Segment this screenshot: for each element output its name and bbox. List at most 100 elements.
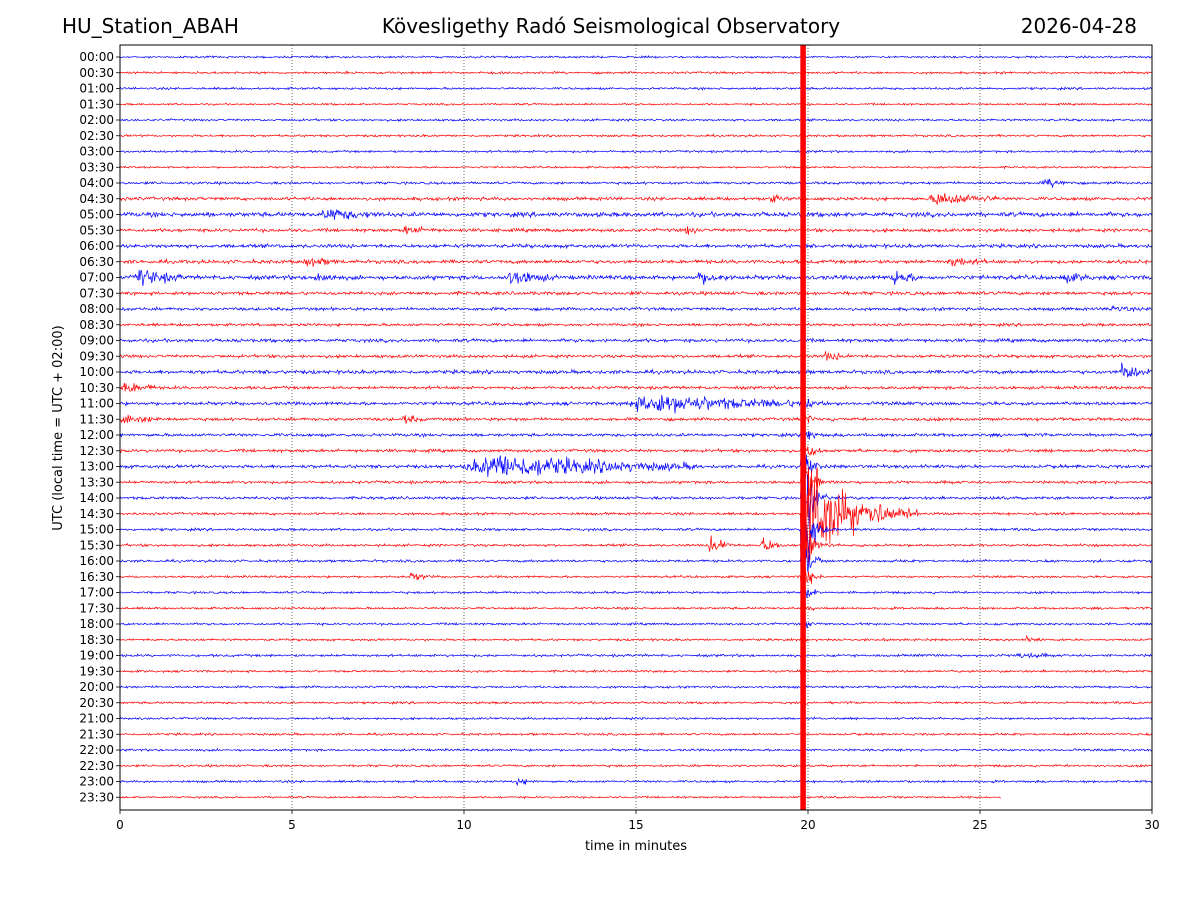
y-tick-label: 17:30: [79, 601, 114, 615]
trace-2130: [119, 731, 1153, 737]
trace-1530: [119, 524, 1153, 564]
trace-0330: [119, 165, 1153, 170]
trace-1330: [119, 461, 1153, 497]
y-tick-label: 13:00: [79, 460, 114, 474]
y-tick-label: 17:00: [79, 586, 114, 600]
y-tick-label: 11:30: [79, 412, 114, 426]
y-tick-label: 08:00: [79, 302, 114, 316]
trace-layer: [119, 45, 1153, 810]
chart-date: 2026-04-28: [1020, 14, 1137, 38]
trace-0100: [119, 86, 1153, 91]
x-tick-label: 20: [800, 818, 815, 832]
trace-1000: [119, 362, 1153, 378]
trace-2000: [119, 682, 1153, 690]
y-tick-label: 19:30: [79, 664, 114, 678]
trace-0730: [119, 290, 1153, 297]
y-tick-label: 23:30: [79, 790, 114, 804]
trace-0400: [119, 178, 1153, 188]
trace-2100: [119, 716, 1153, 721]
y-tick-label: 19:00: [79, 649, 114, 663]
y-tick-label: 07:00: [79, 271, 114, 285]
trace-1430: [119, 467, 1153, 588]
trace-0000: [119, 54, 1153, 59]
y-tick-label: 04:00: [79, 176, 114, 190]
trace-0800: [119, 305, 1153, 313]
x-tick-label: 25: [972, 818, 987, 832]
x-axis-label: time in minutes: [585, 839, 687, 854]
y-tick-label: 00:00: [79, 50, 114, 64]
y-tick-label: 21:30: [79, 727, 114, 741]
trace-0700: [119, 269, 1153, 287]
y-tick-label: 16:30: [79, 570, 114, 584]
trace-1400: [119, 466, 1153, 548]
trace-0600: [119, 242, 1153, 250]
trace-2330: [119, 795, 1001, 800]
trace-1700: [119, 584, 1153, 603]
y-tick-label: 22:30: [79, 759, 114, 773]
trace-1300: [119, 453, 1153, 488]
y-tick-label: 11:00: [79, 397, 114, 411]
trace-2030: [119, 699, 1153, 706]
trace-0030: [119, 70, 1153, 75]
trace-0830: [119, 321, 1153, 328]
y-tick-label: 14:00: [79, 491, 114, 505]
y-tick-label: 20:00: [79, 680, 114, 694]
x-tick-label: 5: [288, 818, 296, 832]
trace-1500: [119, 485, 1153, 579]
y-tick-label: 04:30: [79, 192, 114, 206]
y-tick-label: 09:00: [79, 334, 114, 348]
y-tick-label: 06:00: [79, 239, 114, 253]
trace-1930: [119, 668, 1153, 677]
y-tick-label: 18:00: [79, 617, 114, 631]
y-tick-label: 08:30: [79, 318, 114, 332]
y-tick-label: 03:00: [79, 145, 114, 159]
trace-0430: [119, 193, 1153, 205]
y-tick-label: 05:00: [79, 208, 114, 222]
trace-0300: [119, 149, 1153, 154]
y-tick-label: 21:00: [79, 712, 114, 726]
y-tick-label: 01:00: [79, 82, 114, 96]
y-tick-label: 16:00: [79, 554, 114, 568]
station-name: HU_Station_ABAH: [62, 14, 239, 38]
y-tick-label: 02:00: [79, 113, 114, 127]
trace-1730: [119, 601, 1153, 618]
y-tick-label: 02:30: [79, 129, 114, 143]
y-tick-label: 10:00: [79, 365, 114, 379]
trace-1030: [119, 382, 1153, 392]
y-tick-label: 12:30: [79, 444, 114, 458]
y-tick-label: 06:30: [79, 255, 114, 269]
trace-1830: [119, 634, 1153, 644]
trace-1100: [119, 394, 1153, 414]
y-tick-label: 23:00: [79, 775, 114, 789]
trace-0500: [119, 209, 1153, 220]
grid-layer: [291, 45, 981, 810]
x-tick-label: 10: [456, 818, 471, 832]
y-tick-label: 18:30: [79, 633, 114, 647]
y-tick-label: 01:30: [79, 97, 114, 111]
y-tick-label: 14:30: [79, 507, 114, 521]
trace-1900: [119, 652, 1153, 660]
y-tick-label: 00:30: [79, 66, 114, 80]
trace-1230: [119, 428, 1153, 466]
trace-1600: [119, 539, 1153, 592]
trace-0930: [119, 351, 1153, 361]
y-tick-label: 13:30: [79, 475, 114, 489]
x-tick-label: 30: [1144, 818, 1159, 832]
earthquake-band: [800, 45, 806, 810]
x-tick-label: 0: [116, 818, 124, 832]
trace-1800: [119, 618, 1153, 630]
y-axis-label: UTC (local time = UTC + 02:00): [51, 325, 66, 530]
trace-1130: [119, 414, 1153, 425]
y-tick-label: 15:30: [79, 538, 114, 552]
y-tick-label: 22:00: [79, 743, 114, 757]
y-tick-label: 03:30: [79, 160, 114, 174]
y-tick-label: 10:30: [79, 381, 114, 395]
y-tick-label: 20:30: [79, 696, 114, 710]
trace-2230: [119, 763, 1153, 768]
trace-0230: [119, 133, 1153, 138]
trace-0530: [119, 225, 1153, 235]
trace-2300: [119, 777, 1153, 787]
y-tick-label: 05:30: [79, 223, 114, 237]
y-tick-label: 15:00: [79, 523, 114, 537]
